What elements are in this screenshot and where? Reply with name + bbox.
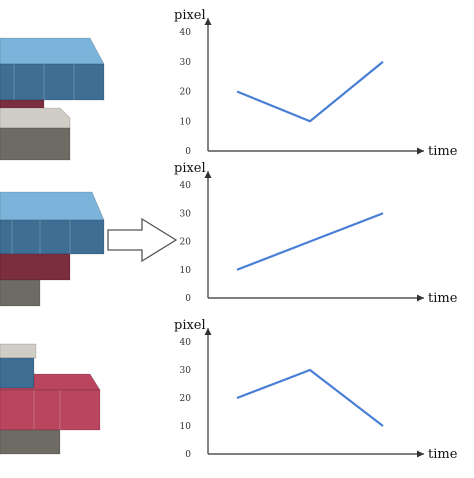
y-tick-label: 10: [180, 422, 192, 432]
block-blue-row: [0, 64, 104, 100]
right-arrow-icon: [108, 219, 176, 261]
line-chart-2: 0 10 20 30 40 pixel time: [174, 161, 458, 306]
line-chart-3: 0 10 20 30 40 pixel time: [174, 318, 458, 462]
y-tick-label: 0: [185, 450, 191, 460]
block-gray-row: [0, 128, 70, 160]
y-tick-label: 40: [180, 28, 192, 38]
block-stack-middle: [0, 192, 104, 306]
y-axis-label: pixel: [174, 161, 206, 176]
block-blue-row: [0, 220, 104, 254]
x-axis-label: time: [428, 447, 458, 462]
y-tick-label: 30: [180, 58, 192, 68]
x-axis-arrowhead: [417, 451, 424, 458]
x-axis-label: time: [428, 291, 458, 306]
line-chart-1: 0 10 20 30 40 pixel time: [174, 8, 458, 159]
y-tick-label: 20: [180, 238, 192, 248]
y-tick-label: 0: [185, 294, 191, 304]
block-red-row: [0, 390, 100, 430]
y-tick-label: 10: [180, 117, 192, 127]
block-top-face: [0, 38, 104, 64]
block-red-row: [0, 254, 70, 280]
block-gray-row: [0, 280, 40, 306]
y-tick-label: 20: [180, 394, 192, 404]
y-tick-label: 0: [185, 147, 191, 157]
block-gray-cap: [0, 344, 36, 358]
y-tick-label: 40: [180, 338, 192, 348]
block-gray-row: [0, 430, 60, 454]
x-axis-arrowhead: [417, 148, 424, 155]
charts: 0 10 20 30 40 pixel time 0 10 20 30 40 pixel time 0 10 2…: [174, 8, 458, 462]
y-tick-label: 10: [180, 266, 192, 276]
series-line: [237, 62, 383, 122]
series-line: [237, 370, 383, 426]
block-stack-bottom: [0, 344, 100, 454]
y-axis-label: pixel: [174, 8, 206, 23]
y-tick-label: 30: [180, 209, 192, 219]
block-top-face: [0, 192, 104, 220]
block-illustrations: [0, 38, 104, 454]
block-gray-top-face: [0, 108, 70, 128]
y-tick-label: 20: [180, 88, 192, 98]
y-axis-label: pixel: [174, 318, 206, 333]
block-blue-row: [0, 358, 34, 388]
block-stack-top: [0, 38, 104, 160]
x-axis-arrowhead: [417, 295, 424, 302]
y-tick-label: 40: [180, 181, 192, 191]
y-tick-label: 30: [180, 366, 192, 376]
x-axis-label: time: [428, 144, 458, 159]
